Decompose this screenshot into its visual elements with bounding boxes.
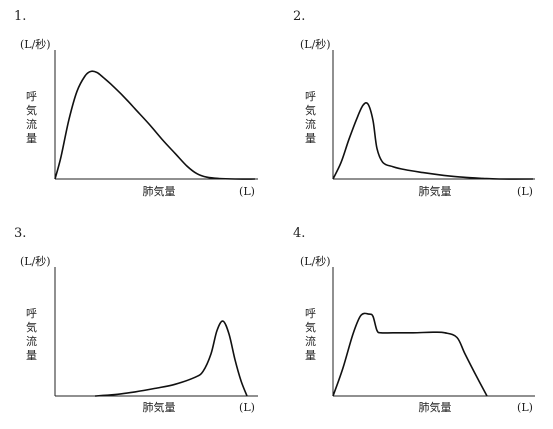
x-unit-label: (L) <box>517 401 533 414</box>
y-unit-label: (L/秒) <box>300 37 331 51</box>
flow-volume-curve <box>332 312 488 397</box>
panel-number: 1. <box>14 9 26 24</box>
y-axis-label-char-3: 流 <box>26 117 37 131</box>
flow-volume-curve <box>94 320 248 397</box>
y-axis-label-char-1: 呼 <box>26 90 37 103</box>
x-axis-label: 肺気量 <box>143 400 176 414</box>
x-unit-label: (L) <box>239 185 255 198</box>
y-axis-label-char-4: 量 <box>26 349 37 362</box>
x-unit-label: (L) <box>239 401 255 414</box>
panel-2: 2. (L/秒) 呼 気 流 量 肺気量 (L) <box>293 9 535 198</box>
x-axis-label: 肺気量 <box>419 184 452 198</box>
y-axis-label-char-4: 量 <box>26 132 37 145</box>
y-unit-label: (L/秒) <box>300 254 331 268</box>
panel-4: 4. (L/秒) 呼 気 流 量 肺気量 (L) <box>293 226 535 414</box>
y-axis-label-char-2: 気 <box>26 103 37 117</box>
panel-number: 4. <box>293 226 305 241</box>
y-axis-label-char-3: 流 <box>26 334 37 348</box>
y-axis-label-char-2: 気 <box>305 320 316 334</box>
y-axis-label-char-2: 気 <box>305 103 316 117</box>
y-axis-label-char-1: 呼 <box>305 90 316 103</box>
y-axis-label-char-4: 量 <box>305 349 316 362</box>
y-axis-label-char-1: 呼 <box>305 307 316 320</box>
x-axis-label: 肺気量 <box>143 184 176 198</box>
y-axis-label-char-4: 量 <box>305 132 316 145</box>
panel-number: 3. <box>14 226 26 241</box>
y-unit-label: (L/秒) <box>20 254 51 268</box>
panel-number: 2. <box>293 9 305 24</box>
y-axis-label-char-3: 流 <box>305 334 316 348</box>
y-unit-label: (L/秒) <box>20 37 51 51</box>
y-axis-label-char-2: 気 <box>26 320 37 334</box>
x-unit-label: (L) <box>517 185 533 198</box>
y-axis-label-char-3: 流 <box>305 117 316 131</box>
flow-volume-curve <box>332 101 534 180</box>
flow-volume-curve <box>54 70 256 180</box>
y-axis-label-char-1: 呼 <box>26 307 37 320</box>
x-axis-label: 肺気量 <box>419 400 452 414</box>
panel-1: 1. (L/秒) 呼 気 流 量 肺気量 (L) <box>14 9 258 198</box>
panel-3: 3. (L/秒) 呼 気 流 量 肺気量 (L) <box>14 226 258 414</box>
